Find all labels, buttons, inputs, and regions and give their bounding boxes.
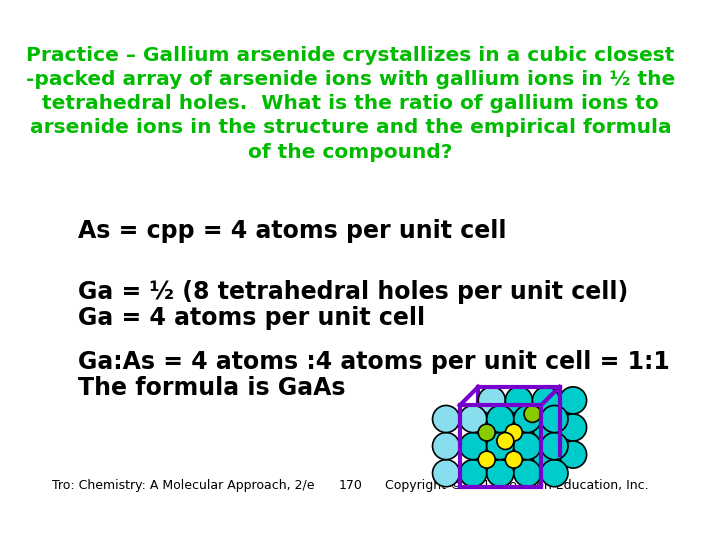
Circle shape (459, 406, 487, 433)
Circle shape (524, 406, 541, 422)
Circle shape (459, 433, 487, 460)
Circle shape (559, 414, 587, 441)
Circle shape (541, 460, 568, 487)
Circle shape (497, 433, 514, 449)
Circle shape (459, 460, 487, 487)
Circle shape (478, 424, 495, 441)
Circle shape (433, 460, 459, 487)
Circle shape (514, 406, 541, 433)
Circle shape (532, 414, 559, 441)
Circle shape (478, 451, 495, 468)
Circle shape (559, 387, 587, 414)
Circle shape (487, 460, 514, 487)
Circle shape (505, 424, 522, 441)
Circle shape (433, 433, 459, 460)
Circle shape (532, 387, 559, 414)
Circle shape (514, 460, 541, 487)
Circle shape (559, 441, 587, 468)
Text: Ga = 4 atoms per unit cell: Ga = 4 atoms per unit cell (78, 306, 425, 329)
Text: 170: 170 (338, 479, 362, 492)
Bar (459, 406, 541, 487)
Text: Ga = ½ (8 tetrahedral holes per unit cell): Ga = ½ (8 tetrahedral holes per unit cel… (78, 280, 628, 304)
Text: Practice – Gallium arsenide crystallizes in a cubic closest
-packed array of ars: Practice – Gallium arsenide crystallizes… (26, 46, 675, 161)
Circle shape (487, 433, 514, 460)
Circle shape (541, 406, 568, 433)
Circle shape (505, 451, 522, 468)
Circle shape (541, 433, 568, 460)
Circle shape (478, 441, 505, 468)
Circle shape (478, 387, 505, 414)
Circle shape (505, 414, 532, 441)
Text: As = cpp = 4 atoms per unit cell: As = cpp = 4 atoms per unit cell (78, 219, 506, 243)
Circle shape (478, 414, 505, 441)
Circle shape (505, 387, 532, 414)
Text: Ga:As = 4 atoms :4 atoms per unit cell = 1:1: Ga:As = 4 atoms :4 atoms per unit cell =… (78, 350, 670, 374)
Circle shape (433, 406, 459, 433)
Circle shape (487, 406, 514, 433)
Circle shape (505, 441, 532, 468)
Circle shape (532, 441, 559, 468)
Text: Copyright © 2011 Pearson Education, Inc.: Copyright © 2011 Pearson Education, Inc. (384, 479, 649, 492)
Text: Tro: Chemistry: A Molecular Approach, 2/e: Tro: Chemistry: A Molecular Approach, 2/… (53, 479, 315, 492)
Text: The formula is GaAs: The formula is GaAs (78, 376, 346, 400)
Circle shape (514, 433, 541, 460)
